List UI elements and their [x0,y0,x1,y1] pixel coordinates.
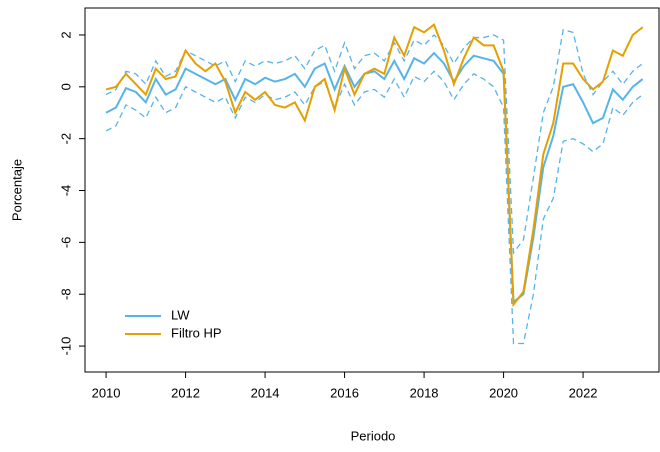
y-tick-label: 2 [58,31,73,38]
x-axis-label: Periodo [351,428,396,443]
x-tick-label: 2016 [330,385,359,400]
y-tick-label: 0 [58,83,73,90]
x-tick-label: 2012 [171,385,200,400]
y-tick-label: -2 [58,133,73,145]
x-tick-label: 2014 [251,385,280,400]
series-line [105,22,644,308]
y-axis-label: Porcentaje [9,159,24,221]
band-upper [105,28,644,255]
x-tick-label: 2010 [92,385,121,400]
band-lower [105,70,644,345]
x-tick-label: 2020 [489,385,518,400]
x-tick-label: 2022 [569,385,598,400]
x-tick-label: 2018 [410,385,439,400]
y-tick-label: -4 [58,185,73,197]
y-tick-label: -10 [58,337,73,356]
y-tick-label: -6 [58,237,73,249]
plot-box [84,7,660,373]
legend-label: Filtro HP [171,325,222,340]
legend-label: LW [171,307,190,322]
y-tick-label: -8 [58,288,73,300]
series-line [105,51,644,304]
